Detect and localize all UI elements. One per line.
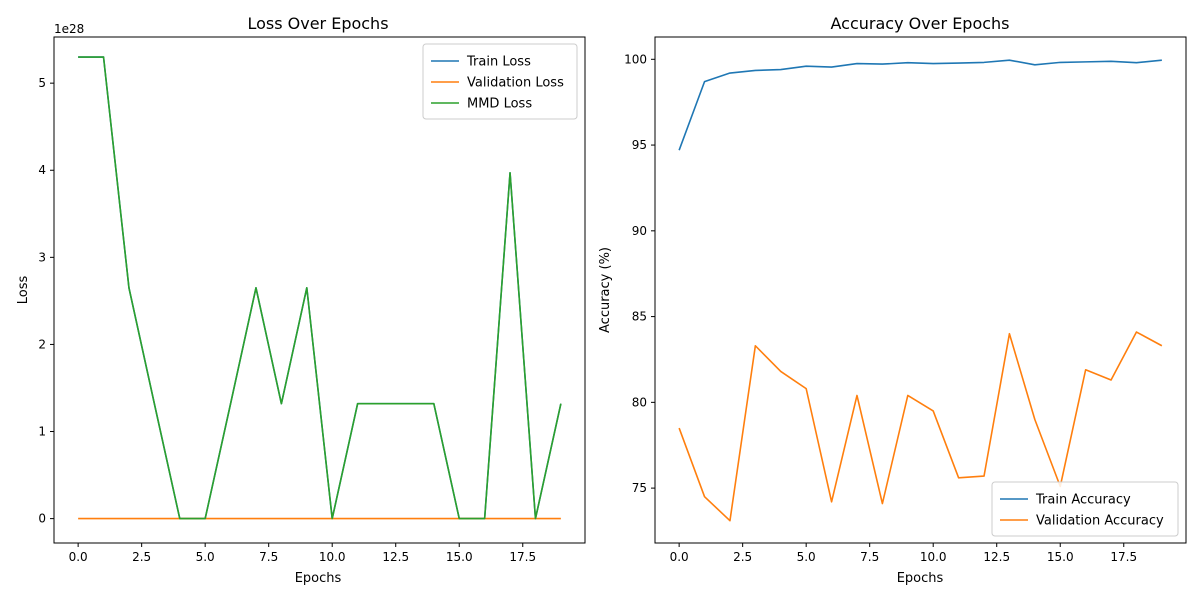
accuracy-chart-series-train-accuracy [678,59,1162,151]
loss-chart-plot-area [78,56,562,520]
loss-chart-ytick-label: 5 [38,76,46,90]
accuracy-chart-ytick-label: 80 [632,395,647,409]
accuracy-chart: Accuracy Over Epochs Epochs Accuracy (%)… [598,14,1187,586]
loss-chart-ytick-label: 4 [38,163,46,177]
accuracy-chart-xlabel: Epochs [897,571,944,586]
accuracy-chart-axes-frame [654,36,1187,544]
loss-chart-ytick-label: 1 [38,425,46,439]
accuracy-chart-legend-label-validation-accuracy: Validation Accuracy [1036,514,1164,529]
loss-chart-title: Loss Over Epochs [247,14,388,33]
loss-chart-ytick-label: 3 [38,250,46,264]
accuracy-chart-title: Accuracy Over Epochs [830,14,1009,33]
accuracy-chart-series-validation-accuracy [678,331,1163,522]
accuracy-chart-xtick-label: 2.5 [733,550,752,564]
loss-chart-series-train-loss [78,56,562,520]
accuracy-chart-legend-label-train-accuracy: Train Accuracy [1035,493,1131,508]
accuracy-chart-xtick-label: 0.0 [670,550,689,564]
loss-chart-xtick-label: 12.5 [382,550,409,564]
loss-chart-legend: Train Loss Validation Loss MMD Loss [422,43,578,120]
loss-chart-legend-label-mmd-loss: MMD Loss [467,97,532,112]
accuracy-chart-plot-area [678,59,1163,522]
loss-chart-ytick-label: 0 [38,512,46,526]
loss-chart-axes-frame [53,36,586,544]
accuracy-chart-legend: Train Accuracy Validation Accuracy [991,481,1179,537]
loss-chart-legend-label-train-loss: Train Loss [466,55,531,70]
accuracy-chart-xtick-label: 10.0 [920,550,947,564]
accuracy-chart-xtick-label: 5.0 [797,550,816,564]
accuracy-chart-xtick-label: 7.5 [860,550,879,564]
accuracy-chart-xtick-label: 17.5 [1110,550,1137,564]
loss-chart-xtick-label: 17.5 [509,550,536,564]
loss-chart-xtick-label: 5.0 [196,550,215,564]
loss-chart-series-mmd-loss [78,56,562,520]
accuracy-chart-xtick-label: 12.5 [983,550,1010,564]
loss-chart: Loss Over Epochs Epochs Loss 1e28 0.0 2.5… [16,14,586,586]
loss-chart-legend-label-validation-loss: Validation Loss [467,76,564,91]
loss-chart-xlabel: Epochs [295,571,342,586]
loss-chart-ylabel: Loss [16,276,31,305]
loss-chart-xtick-label: 7.5 [259,550,278,564]
accuracy-chart-ytick-label: 100 [624,52,647,66]
loss-chart-offset-text: 1e28 [54,22,84,36]
loss-chart-xtick-label: 2.5 [132,550,151,564]
accuracy-chart-ytick-label: 75 [632,481,647,495]
accuracy-chart-xtick-label: 15.0 [1047,550,1074,564]
loss-chart-legend-box [422,43,578,120]
loss-chart-ytick-label: 2 [38,337,46,351]
loss-chart-xtick-label: 15.0 [446,550,473,564]
loss-chart-ticks: 0.0 2.5 5.0 7.5 10.0 12.5 15.0 17.5 0 1 2 3 4 5 [38,76,536,564]
accuracy-chart-ytick-label: 85 [632,310,647,324]
loss-chart-xtick-label: 10.0 [319,550,346,564]
accuracy-chart-ytick-label: 95 [632,138,647,152]
loss-chart-xtick-label: 0.0 [69,550,88,564]
accuracy-chart-ticks: 0.0 2.5 5.0 7.5 10.0 12.5 15.0 17.5 75 80 85 90 95 10… [624,52,1137,564]
accuracy-chart-ylabel: Accuracy (%) [598,247,613,333]
accuracy-chart-ytick-label: 90 [632,224,647,238]
accuracy-chart-legend-box [991,481,1179,537]
